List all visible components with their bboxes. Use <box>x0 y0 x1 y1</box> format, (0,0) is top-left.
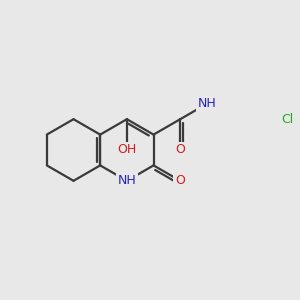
Text: OH: OH <box>117 143 136 157</box>
Text: Cl: Cl <box>281 113 293 126</box>
Text: O: O <box>175 174 185 187</box>
Text: NH: NH <box>118 174 136 187</box>
Text: O: O <box>175 143 185 157</box>
Text: NH: NH <box>197 97 216 110</box>
